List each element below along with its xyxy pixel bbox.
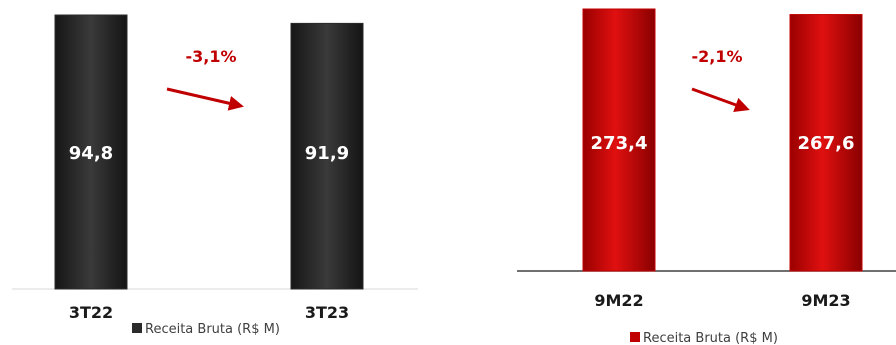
category-labels-group: 3T22 3T23 [69, 303, 349, 322]
variation-arrow [166, 87, 244, 111]
bar-labels-group: 273,4 267,6 [591, 133, 855, 154]
legend-label: Receita Bruta (R$ M) [643, 331, 778, 345]
chart-quarterly: 94,8 91,9 3T22 3T23 -3,1% Receita Bruta (R… [12, 14, 418, 337]
chart-nine-months: 273,4 267,6 9M22 9M23 -2,1% Receita Bruta … [517, 8, 896, 345]
bar-3t22 [54, 14, 128, 290]
legend: Receita Bruta (R$ M) [630, 331, 778, 345]
bars-group [582, 8, 863, 272]
category-labels-group: 9M22 9M23 [594, 291, 850, 310]
bar-value-label: 91,9 [305, 143, 349, 164]
category-label: 3T22 [69, 303, 113, 322]
bars-group [54, 14, 364, 290]
bar-labels-group: 94,8 91,9 [69, 143, 349, 164]
variation-label: -3,1% [185, 47, 236, 66]
variation-arrow [691, 87, 750, 112]
legend-swatch [132, 323, 142, 333]
category-label: 9M22 [594, 291, 643, 310]
legend-swatch [630, 332, 640, 342]
legend-label: Receita Bruta (R$ M) [145, 322, 280, 337]
bar-value-label: 267,6 [798, 133, 855, 154]
bar-9m23 [789, 14, 863, 272]
bar-3t23 [290, 22, 364, 290]
variation-label: -2,1% [691, 47, 742, 66]
category-label: 9M23 [801, 291, 850, 310]
category-label: 3T23 [305, 303, 349, 322]
legend: Receita Bruta (R$ M) [132, 322, 280, 337]
bar-value-label: 273,4 [591, 133, 648, 154]
bar-9m22 [582, 8, 656, 272]
bar-value-label: 94,8 [69, 143, 113, 164]
